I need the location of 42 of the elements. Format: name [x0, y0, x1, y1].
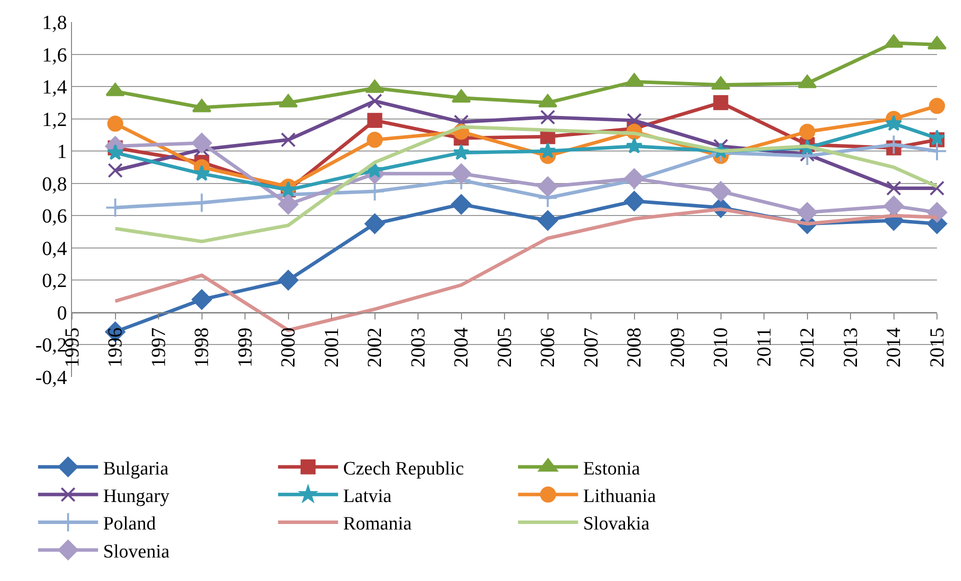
legend-label: Hungary: [103, 486, 170, 507]
x-tick-label: 2001: [321, 327, 343, 368]
x-tick-label: 2015: [926, 327, 948, 368]
y-tick-label: 0,6: [42, 206, 67, 228]
y-tick-label: 0,2: [42, 270, 67, 292]
x-tick-label: 2006: [537, 327, 560, 368]
x-tick-label: 2004: [450, 327, 473, 368]
x-tick-label: 2012: [796, 327, 819, 368]
y-tick-label: 1,4: [42, 76, 67, 99]
x-tick-label: 2005: [494, 327, 516, 368]
x-tick-label: 2008: [624, 327, 646, 368]
y-tick-label: 1,8: [42, 12, 67, 34]
x-tick-label: 1996: [104, 327, 127, 368]
y-tick-label: 0,4: [42, 238, 67, 260]
x-tick-label: 2014: [883, 327, 906, 368]
y-tick-label: -0,2: [35, 334, 67, 357]
x-tick-label: 1998: [191, 327, 214, 368]
y-tick-label: 0,8: [42, 173, 67, 196]
x-tick-label: 2002: [364, 327, 386, 368]
legend-label: Czech Republic: [343, 458, 464, 480]
x-tick-label: 2011: [754, 327, 776, 367]
y-tick-label: 0: [57, 302, 67, 324]
legend-label: Estonia: [583, 458, 641, 480]
x-tick-label: 1999: [234, 327, 256, 368]
legend-label: Slovenia: [103, 541, 170, 562]
y-tick-label: 1,2: [42, 108, 67, 131]
x-tick-label: 2000: [278, 327, 300, 368]
legend-label: Romania: [343, 514, 412, 535]
x-tick-label: 2013: [840, 327, 862, 368]
legend-label: Slovakia: [583, 514, 650, 535]
x-tick-label: 1997: [148, 327, 170, 368]
y-tick-label: 1,6: [42, 44, 67, 66]
legend-label: Latvia: [343, 486, 392, 507]
legend-label: Poland: [103, 514, 156, 535]
legend-label: Bulgaria: [103, 458, 170, 480]
x-tick-label: 2007: [580, 327, 602, 368]
y-tick-label: -0,4: [35, 367, 67, 389]
y-tick-label: 1: [57, 141, 67, 164]
x-tick-label: 2003: [408, 327, 430, 368]
x-tick-label: 2010: [710, 327, 732, 368]
x-tick-label: 2009: [667, 327, 689, 368]
legend-label: Lithuania: [583, 486, 656, 507]
